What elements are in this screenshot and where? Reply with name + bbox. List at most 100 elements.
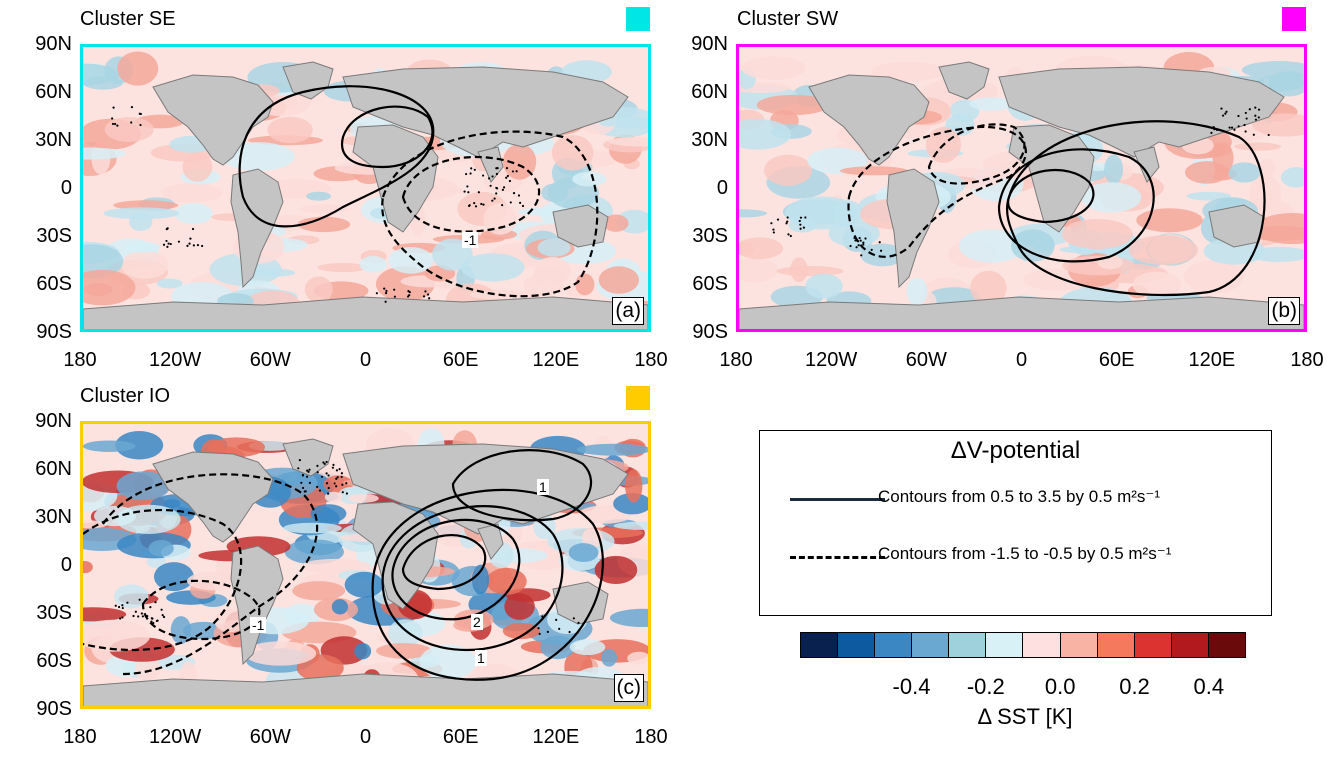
sst-anomaly-patch	[1104, 154, 1124, 185]
contour-label: 1	[537, 479, 549, 495]
sst-anomaly-patch	[483, 203, 517, 235]
panel-b-lat-label: 30N	[691, 129, 728, 151]
significance-dot	[113, 122, 117, 126]
legend-solid-line	[790, 498, 885, 501]
sst-anomaly-patch	[601, 648, 618, 667]
sst-anomaly-patch	[1252, 113, 1304, 137]
panel-b-lat-label: 90S	[692, 321, 728, 343]
significance-dot	[166, 245, 169, 248]
panel-a-title: Cluster SE	[80, 8, 176, 30]
significance-dot	[1254, 118, 1258, 121]
panel-c-lat-label: 60S	[36, 650, 72, 672]
significance-dot	[495, 172, 499, 176]
sst-anomaly-patch	[283, 522, 342, 534]
significance-dot	[789, 234, 792, 238]
positive-contour	[391, 518, 521, 621]
panel-a-lon-label: 180	[63, 349, 97, 371]
significance-dot	[138, 112, 141, 115]
sst-anomaly-patch	[572, 171, 607, 187]
sst-anomaly-patch	[83, 619, 151, 652]
sst-anomaly-patch	[83, 607, 127, 622]
significance-dot	[772, 228, 775, 231]
panel-a-lon-label: 180	[634, 349, 668, 371]
panel-b-lon-label: 60W	[905, 349, 947, 371]
significance-dot	[141, 615, 144, 618]
sst-anomaly-patch	[113, 584, 149, 609]
panel-a-lat-label: 60N	[35, 81, 72, 103]
significance-dot	[1224, 112, 1227, 115]
significance-dot	[862, 241, 865, 244]
sst-anomaly-patch	[763, 154, 813, 186]
significance-dot	[301, 486, 305, 490]
significance-dot	[162, 615, 166, 619]
significance-dot	[189, 237, 192, 240]
sst-anomaly-patch	[1259, 158, 1276, 178]
significance-dot	[307, 470, 310, 473]
significance-dot	[515, 170, 518, 173]
significance-dot	[345, 492, 349, 495]
significance-dot	[858, 236, 861, 240]
sst-anomaly-patch	[284, 539, 344, 565]
significance-dot	[537, 627, 540, 630]
significance-dot	[188, 242, 191, 245]
sst-anomaly-patch	[306, 191, 332, 201]
significance-dot	[408, 290, 411, 294]
significance-dot	[325, 482, 329, 485]
significance-dot	[327, 492, 330, 495]
sst-anomaly-patch	[300, 558, 371, 574]
significance-dot	[112, 106, 115, 109]
sst-anomaly-patch	[502, 622, 540, 640]
panel-a-lat-label: 30N	[35, 129, 72, 151]
significance-dot	[323, 462, 326, 465]
sst-anomaly-patch	[324, 491, 343, 503]
sst-anomaly-patch	[968, 97, 1015, 111]
significance-dot	[786, 216, 789, 219]
colorbar-cell	[801, 633, 839, 657]
panel-c-lon-label: 120W	[149, 726, 202, 748]
contour-label: 2	[471, 614, 483, 630]
significance-dot	[340, 472, 344, 475]
significance-dot	[467, 191, 470, 194]
panel-b-map: (b)	[736, 44, 1307, 332]
sst-anomaly-patch	[609, 608, 648, 628]
colorbar-tick: -0.4	[892, 674, 931, 699]
sst-anomaly-patch	[540, 635, 575, 660]
panel-c-title: Cluster IO	[80, 385, 171, 407]
land-mass	[342, 443, 629, 535]
sst-anomaly-patch	[124, 241, 161, 253]
sst-anomaly-patch	[741, 56, 806, 80]
significance-dot	[116, 124, 119, 127]
sst-anomaly-patch	[608, 136, 648, 147]
land-mass	[1133, 146, 1160, 183]
significance-dot	[469, 172, 472, 175]
significance-dot	[568, 630, 571, 634]
sst-anomaly-patch	[551, 134, 594, 171]
panel-a-map: (a)	[80, 44, 651, 332]
sst-anomaly-patch	[625, 469, 643, 503]
negative-contour	[401, 155, 541, 233]
significance-dot	[165, 228, 168, 231]
significance-dot	[177, 240, 181, 243]
significance-dot	[341, 483, 344, 486]
significance-dot	[335, 485, 338, 488]
sst-anomaly-patch	[537, 238, 571, 257]
significance-dot	[482, 203, 485, 206]
panel-a-lon-label: 120E	[532, 349, 580, 371]
significance-dot	[428, 297, 431, 300]
significance-dot	[300, 481, 303, 484]
significance-dot	[491, 175, 494, 178]
panel-b-lon-label: 0	[1015, 349, 1028, 371]
significance-dot	[1230, 126, 1234, 129]
panel-a-lon-label: 0	[359, 349, 372, 371]
significance-dot	[798, 219, 801, 223]
sst-anomaly-patch	[970, 270, 1007, 306]
significance-dot	[151, 617, 154, 620]
sst-anomaly-patch	[832, 200, 864, 228]
sst-anomaly-patch	[959, 229, 1025, 263]
significance-dot	[331, 466, 335, 469]
sst-anomaly-patch	[1128, 235, 1199, 265]
colorbar-cell	[986, 633, 1024, 657]
sst-anomaly-patch	[840, 166, 909, 176]
significance-dot	[318, 489, 322, 492]
significance-dot	[517, 194, 521, 197]
